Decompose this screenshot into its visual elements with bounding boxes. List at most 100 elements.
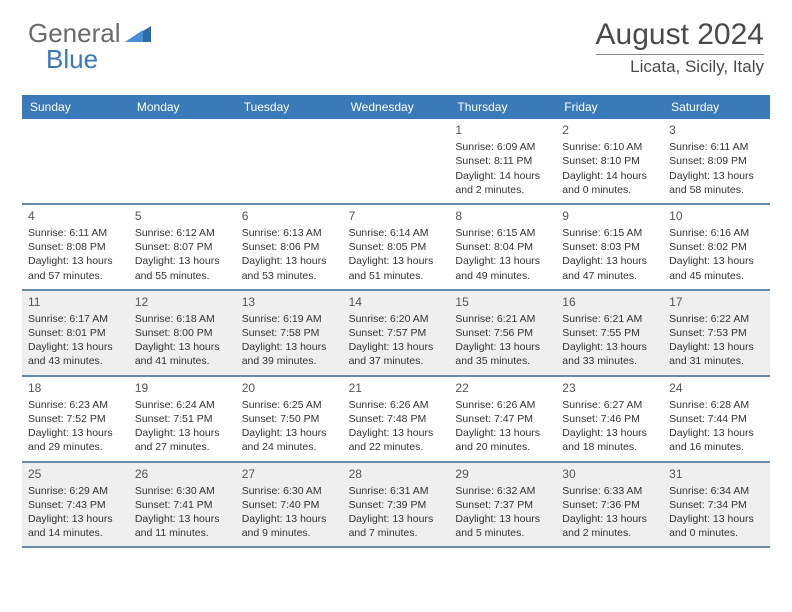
sunset-text: Sunset: 8:02 PM <box>669 240 764 254</box>
day-cell: 21 Sunrise: 6:26 AMSunset: 7:48 PMDayligh… <box>343 377 450 461</box>
day-cell: 22Sunrise: 6:26 AMSunset: 7:47 PMDayligh… <box>449 377 556 461</box>
day-number: 5 <box>135 208 230 224</box>
daylight-text: Daylight: 13 hours and 58 minutes. <box>669 169 764 197</box>
day-number: 27 <box>242 466 337 482</box>
day-number: 23 <box>562 380 657 396</box>
month-title: August 2024 <box>596 18 764 55</box>
day-number: 8 <box>455 208 550 224</box>
daylight-text: Daylight: 13 hours and 16 minutes. <box>669 426 764 454</box>
day-cell: 27Sunrise: 6:30 AMSunset: 7:40 PMDayligh… <box>236 463 343 547</box>
daylight-text: Daylight: 13 hours and 47 minutes. <box>562 254 657 282</box>
sunset-text: Sunset: 7:56 PM <box>455 326 550 340</box>
calendar-grid: SundayMondayTuesdayWednesdayThursdayFrid… <box>22 95 770 548</box>
sunrise-text: Sunrise: 6:20 AM <box>349 312 444 326</box>
sunset-text: Sunset: 8:04 PM <box>455 240 550 254</box>
day-cell: 20Sunrise: 6:25 AMSunset: 7:50 PMDayligh… <box>236 377 343 461</box>
day-cell: 6 Sunrise: 6:13 AMSunset: 8:06 PMDaylight… <box>236 205 343 289</box>
sunrise-text: Sunrise: 6:19 AM <box>242 312 337 326</box>
sunrise-text: Sunrise: 6:30 AM <box>242 484 337 498</box>
empty-cell <box>22 119 129 203</box>
day-header-row: SundayMondayTuesdayWednesdayThursdayFrid… <box>22 95 770 119</box>
daylight-text: Daylight: 13 hours and 27 minutes. <box>135 426 230 454</box>
day-number: 18 <box>28 380 123 396</box>
sunset-text: Sunset: 7:37 PM <box>455 498 550 512</box>
day-header: Tuesday <box>236 95 343 119</box>
sunrise-text: Sunrise: 6:11 AM <box>669 140 764 154</box>
day-number: 16 <box>562 294 657 310</box>
day-cell: 19Sunrise: 6:24 AMSunset: 7:51 PMDayligh… <box>129 377 236 461</box>
sunset-text: Sunset: 8:11 PM <box>455 154 550 168</box>
daylight-text: Daylight: 13 hours and 51 minutes. <box>349 254 444 282</box>
day-number: 31 <box>669 466 764 482</box>
day-cell: 25Sunrise: 6:29 AMSunset: 7:43 PMDayligh… <box>22 463 129 547</box>
day-number: 19 <box>135 380 230 396</box>
empty-cell <box>129 119 236 203</box>
sunset-text: Sunset: 7:55 PM <box>562 326 657 340</box>
daylight-text: Daylight: 13 hours and 20 minutes. <box>455 426 550 454</box>
day-number: 24 <box>669 380 764 396</box>
sunset-text: Sunset: 8:05 PM <box>349 240 444 254</box>
daylight-text: Daylight: 14 hours and 0 minutes. <box>562 169 657 197</box>
sunset-text: Sunset: 7:58 PM <box>242 326 337 340</box>
sunset-text: Sunset: 7:44 PM <box>669 412 764 426</box>
sunset-text: Sunset: 8:10 PM <box>562 154 657 168</box>
sunrise-text: Sunrise: 6:13 AM <box>242 226 337 240</box>
logo-triangle-icon <box>125 24 151 44</box>
sunset-text: Sunset: 7:34 PM <box>669 498 764 512</box>
sunrise-text: Sunrise: 6:26 AM <box>349 398 444 412</box>
sunrise-text: Sunrise: 6:18 AM <box>135 312 230 326</box>
daylight-text: Daylight: 13 hours and 22 minutes. <box>349 426 444 454</box>
week-row: 4Sunrise: 6:11 AMSunset: 8:08 PMDaylight… <box>22 205 770 291</box>
sunrise-text: Sunrise: 6:10 AM <box>562 140 657 154</box>
day-number: 6 <box>242 208 337 224</box>
daylight-text: Daylight: 13 hours and 24 minutes. <box>242 426 337 454</box>
sunset-text: Sunset: 7:47 PM <box>455 412 550 426</box>
daylight-text: Daylight: 13 hours and 45 minutes. <box>669 254 764 282</box>
day-cell: 16Sunrise: 6:21 AMSunset: 7:55 PMDayligh… <box>556 291 663 375</box>
day-cell: 10Sunrise: 6:16 AMSunset: 8:02 PMDayligh… <box>663 205 770 289</box>
sunset-text: Sunset: 8:06 PM <box>242 240 337 254</box>
day-cell: 8 Sunrise: 6:15 AMSunset: 8:04 PMDaylight… <box>449 205 556 289</box>
day-cell: 31Sunrise: 6:34 AMSunset: 7:34 PMDayligh… <box>663 463 770 547</box>
day-cell: 28Sunrise: 6:31 AMSunset: 7:39 PMDayligh… <box>343 463 450 547</box>
daylight-text: Daylight: 13 hours and 53 minutes. <box>242 254 337 282</box>
sunset-text: Sunset: 7:52 PM <box>28 412 123 426</box>
daylight-text: Daylight: 13 hours and 37 minutes. <box>349 340 444 368</box>
sunrise-text: Sunrise: 6:17 AM <box>28 312 123 326</box>
daylight-text: Daylight: 13 hours and 49 minutes. <box>455 254 550 282</box>
day-cell: 5Sunrise: 6:12 AMSunset: 8:07 PMDaylight… <box>129 205 236 289</box>
logo-blue-wrap <box>123 24 151 44</box>
day-cell: 2Sunrise: 6:10 AMSunset: 8:10 PMDaylight… <box>556 119 663 203</box>
weeks-container: 1Sunrise: 6:09 AMSunset: 8:11 PMDaylight… <box>22 119 770 548</box>
daylight-text: Daylight: 13 hours and 14 minutes. <box>28 512 123 540</box>
day-cell: 7Sunrise: 6:14 AMSunset: 8:05 PMDaylight… <box>343 205 450 289</box>
sunset-text: Sunset: 7:40 PM <box>242 498 337 512</box>
week-row: 18Sunrise: 6:23 AMSunset: 7:52 PMDayligh… <box>22 377 770 463</box>
day-number: 21 <box>349 380 444 396</box>
sunset-text: Sunset: 7:41 PM <box>135 498 230 512</box>
sunrise-text: Sunrise: 6:14 AM <box>349 226 444 240</box>
logo-text-blue: Blue <box>46 44 98 75</box>
day-header: Saturday <box>663 95 770 119</box>
sunrise-text: Sunrise: 6:21 AM <box>562 312 657 326</box>
sunrise-text: Sunrise: 6:15 AM <box>455 226 550 240</box>
sunrise-text: Sunrise: 6:15 AM <box>562 226 657 240</box>
sunrise-text: Sunrise: 6:24 AM <box>135 398 230 412</box>
sunset-text: Sunset: 7:48 PM <box>349 412 444 426</box>
sunrise-text: Sunrise: 6:34 AM <box>669 484 764 498</box>
sunrise-text: Sunrise: 6:16 AM <box>669 226 764 240</box>
sunrise-text: Sunrise: 6:26 AM <box>455 398 550 412</box>
day-cell: 9Sunrise: 6:15 AMSunset: 8:03 PMDaylight… <box>556 205 663 289</box>
sunrise-text: Sunrise: 6:12 AM <box>135 226 230 240</box>
day-header: Sunday <box>22 95 129 119</box>
sunset-text: Sunset: 8:07 PM <box>135 240 230 254</box>
daylight-text: Daylight: 13 hours and 57 minutes. <box>28 254 123 282</box>
sunrise-text: Sunrise: 6:11 AM <box>28 226 123 240</box>
sunrise-text: Sunrise: 6:29 AM <box>28 484 123 498</box>
empty-cell <box>236 119 343 203</box>
sunset-text: Sunset: 8:01 PM <box>28 326 123 340</box>
sunrise-text: Sunrise: 6:25 AM <box>242 398 337 412</box>
sunset-text: Sunset: 8:08 PM <box>28 240 123 254</box>
day-cell: 29Sunrise: 6:32 AMSunset: 7:37 PMDayligh… <box>449 463 556 547</box>
day-cell: 18Sunrise: 6:23 AMSunset: 7:52 PMDayligh… <box>22 377 129 461</box>
